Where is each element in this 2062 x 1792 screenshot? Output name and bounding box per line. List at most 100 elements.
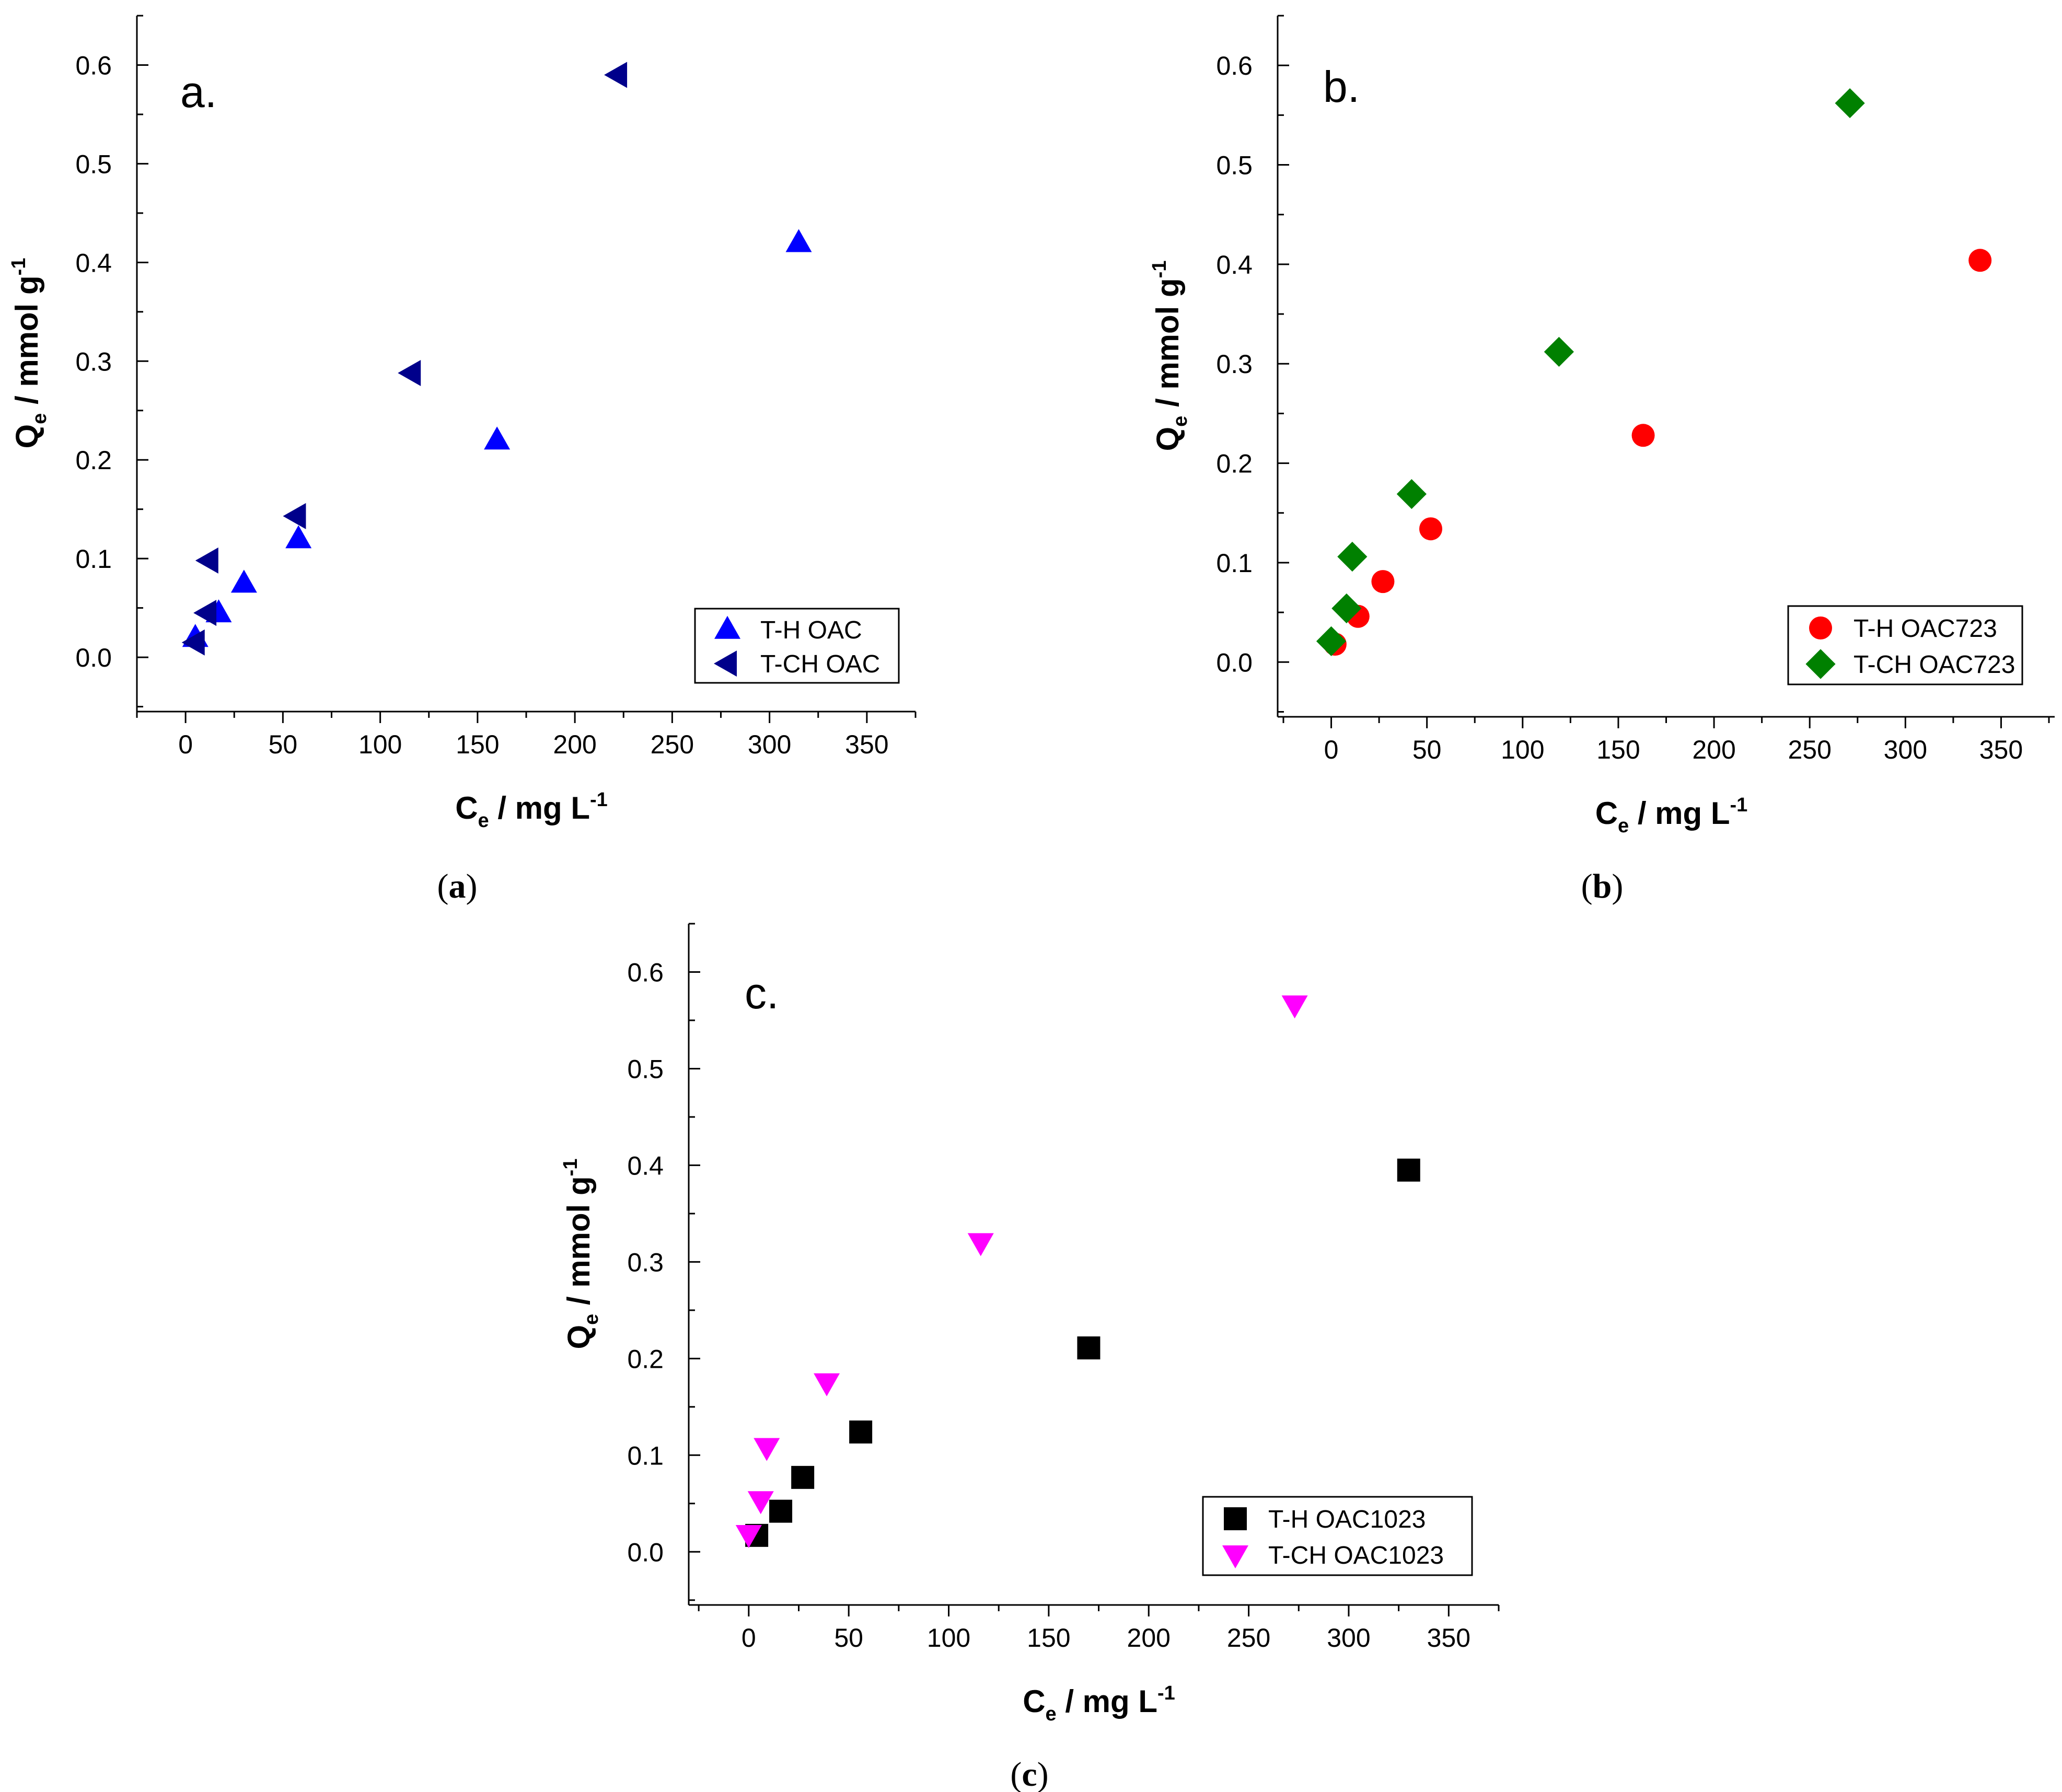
x-tick-label: 250: [1788, 735, 1831, 764]
data-point: [1397, 1158, 1420, 1182]
y-tick-label: 0.5: [1216, 151, 1253, 180]
chart-panel-b: 0.0 0.1 0.2 0.3 0.4 0.5 0.6 0 50 100 150 200 250 300 3…: [1149, 15, 2055, 905]
y-tick-label: 0.3: [1216, 350, 1253, 379]
y-tick-label: 0.5: [627, 1054, 664, 1084]
data-point: [769, 1499, 793, 1523]
x-tick-label: 50: [834, 1623, 863, 1653]
x-tick-label: 0: [742, 1623, 756, 1653]
x-tick-label: 100: [1501, 735, 1544, 764]
data-point: [181, 629, 205, 656]
x-tick-label: 350: [1427, 1623, 1470, 1653]
data-point: [1077, 1336, 1100, 1359]
y-axis-title: Qe / mmol g-1: [8, 258, 51, 449]
x-tick-label: 150: [456, 730, 499, 759]
data-point: [484, 426, 511, 450]
legend-box: [1202, 1496, 1473, 1576]
legend: T-H OAC T-CH OAC: [694, 608, 900, 684]
data-point: [193, 600, 217, 626]
legend-label: T-CH OAC: [760, 650, 880, 678]
y-tick-label: 0.1: [75, 544, 112, 574]
chart-panel-a: 0.0 0.1 0.2 0.3 0.4 0.5 0.6 0 50 100 150 200 250 300 3…: [8, 15, 917, 905]
x-tick-label: 150: [1027, 1623, 1070, 1653]
data-point: [1316, 626, 1347, 656]
panel-label: a.: [180, 67, 217, 117]
chart-panels: 0.0 0.1 0.2 0.3 0.4 0.5 0.6 0 50 100 150 200 250 300 3…: [8, 15, 2055, 1792]
legend-marker: [1222, 1545, 1248, 1568]
data-point: [791, 1465, 815, 1489]
y-tick-label: 0.6: [627, 958, 664, 987]
panel-caption: (c): [1010, 1755, 1048, 1792]
data-point: [283, 503, 306, 529]
data-point: [1281, 995, 1308, 1019]
y-tick-label: 0.1: [1216, 549, 1253, 578]
data-point: [285, 525, 312, 549]
legend-marker: [714, 650, 737, 677]
legend-label: T-CH OAC723: [1854, 651, 2015, 679]
series-1: [745, 1158, 1420, 1547]
chart-panel-c: 0.0 0.1 0.2 0.3 0.4 0.5 0.6 0 50 100 150 200 250 300 3…: [560, 923, 1500, 1792]
panel-label: c.: [745, 969, 779, 1018]
legend-marker: [1224, 1507, 1247, 1530]
x-tick-label: 50: [1412, 735, 1442, 764]
x-tick-label: 350: [845, 730, 888, 759]
series-2: [735, 995, 1308, 1548]
x-tick-label: 350: [1979, 735, 2023, 764]
data-point: [230, 569, 257, 593]
x-axis-title: Ce / mg L-1: [455, 789, 608, 832]
x-tick-label: 250: [1227, 1623, 1270, 1653]
y-tick-label: 0.1: [627, 1441, 664, 1470]
x-axis-title: Ce / mg L-1: [1595, 794, 1748, 837]
data-point: [967, 1233, 994, 1256]
data-point: [849, 1420, 873, 1444]
x-tick-label: 100: [927, 1623, 970, 1653]
legend-marker: [1809, 616, 1832, 639]
legend-label: T-CH OAC1023: [1268, 1542, 1444, 1569]
y-tick-label: 0.4: [627, 1151, 664, 1180]
y-tick-label: 0.3: [75, 347, 112, 376]
data-point: [735, 1525, 762, 1548]
x-tick-label: 0: [1324, 735, 1339, 764]
legend-label: T-H OAC1023: [1268, 1506, 1426, 1533]
data-point: [754, 1438, 780, 1461]
y-tick-label: 0.0: [1216, 648, 1253, 677]
series-2: [181, 62, 628, 656]
y-tick-label: 0.2: [1216, 449, 1253, 479]
legend-label: T-H OAC723: [1854, 615, 1997, 643]
data-point: [1631, 424, 1655, 447]
legend: T-H OAC723 T-CH OAC723: [1787, 605, 2023, 685]
x-tick-label: 300: [748, 730, 791, 759]
panel-caption: (b): [1581, 867, 1624, 905]
x-tick-label: 200: [1127, 1623, 1171, 1653]
y-tick-label: 0.3: [627, 1248, 664, 1277]
y-tick-label: 0.6: [75, 51, 112, 80]
series-1: [1323, 249, 1992, 656]
x-tick-label: 250: [651, 730, 694, 759]
series-2: [1316, 88, 1865, 656]
y-tick-label: 0.2: [627, 1344, 664, 1374]
y-axis-title: Qe / mmol g-1: [560, 1159, 603, 1349]
y-tick-label: 0.6: [1216, 51, 1253, 80]
data-point: [747, 1491, 774, 1515]
data-point: [1371, 570, 1395, 594]
y-tick-label: 0.2: [75, 446, 112, 475]
y-tick-label: 0.4: [1216, 250, 1253, 280]
legend: T-H OAC1023 T-CH OAC1023: [1202, 1496, 1473, 1576]
data-point: [814, 1373, 840, 1397]
x-tick-label: 300: [1327, 1623, 1370, 1653]
data-point: [1835, 88, 1865, 119]
data-point: [398, 359, 421, 386]
x-tick-label: 200: [553, 730, 596, 759]
x-axis-title: Ce / mg L-1: [1023, 1682, 1175, 1725]
data-point: [1419, 517, 1443, 541]
legend-label: T-H OAC: [760, 616, 862, 644]
panel-caption: (a): [437, 867, 478, 905]
legend-marker: [1805, 649, 1836, 679]
data-point: [1331, 593, 1362, 624]
data-point: [604, 62, 628, 88]
data-point: [785, 229, 812, 252]
x-tick-label: 50: [269, 730, 298, 759]
data-point: [1968, 249, 1992, 272]
x-tick-label: 150: [1596, 735, 1640, 764]
x-tick-label: 200: [1692, 735, 1735, 764]
